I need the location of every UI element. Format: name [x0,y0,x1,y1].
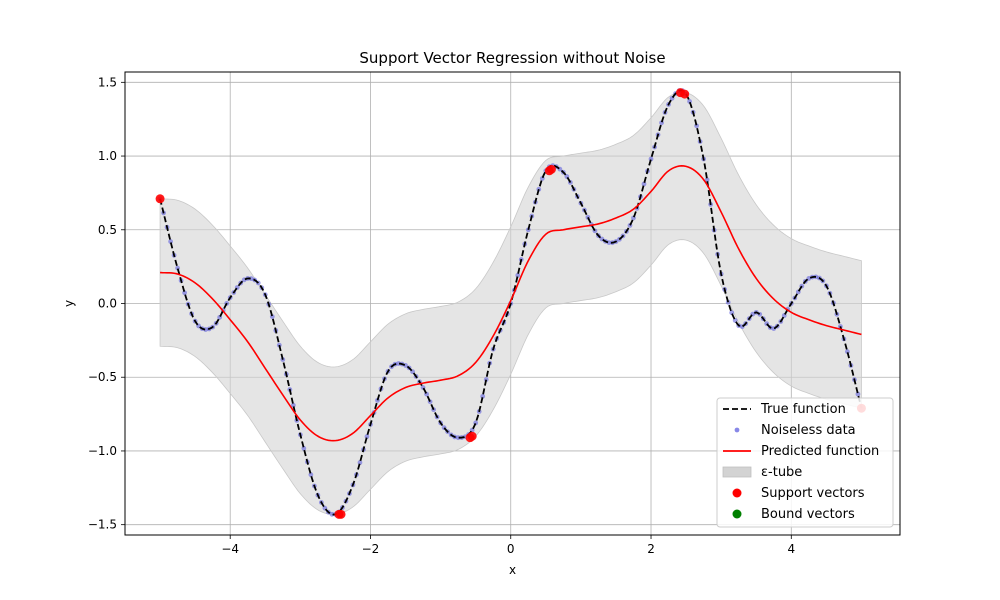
predicted-function-line [160,165,862,442]
legend-label: Bound vectors [761,507,855,522]
legend-entry: Noiseless data [734,423,856,438]
noiseless-data-point [704,177,710,183]
noiseless-data-point [455,435,461,441]
y-tick-label: 0.5 [98,223,117,237]
support-vector-point [155,194,165,204]
legend-label: Support vectors [761,486,865,501]
x-tick-label: 4 [787,542,795,556]
legend-swatch-band [722,466,752,478]
legend-label: Noiseless data [761,423,856,438]
x-axis-label: x [509,563,516,577]
legend-entry: Bound vectors [732,507,855,522]
noiseless-data-point [483,377,489,382]
legend-entry: Support vectors [732,486,865,501]
y-tick-label: −0.5 [88,370,117,384]
legend-label: Predicted function [761,444,879,459]
true-function-line [159,89,863,516]
y-tick-label: 1.0 [98,149,117,163]
noiseless-data-point [290,402,296,408]
x-tick-label: 2 [647,542,655,556]
x-tick-label: 0 [507,542,515,556]
legend-swatch-marker [734,427,740,433]
legend-entry: Predicted function [723,444,879,459]
legend-box [716,397,894,528]
chart-title: Support Vector Regression without Noise [359,49,665,67]
y-tick-label: −1.5 [88,518,117,532]
legend-entry: ε-tube [722,465,802,480]
legend-swatch-marker [732,488,742,498]
support-vector-point [680,89,690,99]
legend-label: True function [760,402,846,417]
legend-label: ε-tube [761,465,802,480]
y-axis-label: y [62,300,76,307]
legend-swatch-marker [732,509,742,519]
legend: True function Noiseless data Predicted fun… [716,397,894,528]
x-tick-label: −4 [221,542,239,556]
noiseless-data-point [329,511,335,517]
x-tick-label: −2 [362,542,380,556]
y-tick-label: 1.5 [98,75,117,89]
support-vector-point [336,509,346,519]
legend-entry: True function [723,402,846,417]
support-vector-point [467,431,477,441]
noiseless-data-point [480,393,486,399]
y-tick-label: 0.0 [98,297,117,311]
y-tick-label: −1.0 [88,444,117,458]
ticks: −4 −2 0 2 4 −1.5 −1.0 −0.5 0.0 0.5 1.0 1.5 [88,75,795,556]
support-vector-point [546,164,556,174]
